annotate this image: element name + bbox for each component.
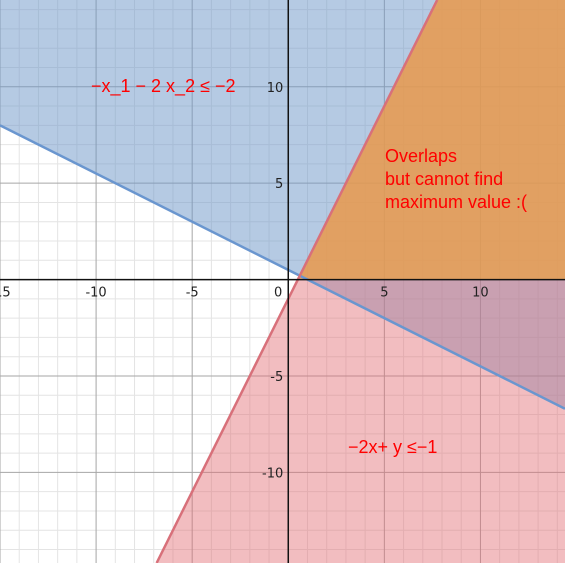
y-tick-label: -5: [270, 370, 283, 385]
x-tick-label: 0: [274, 286, 282, 301]
red-boundary-line: [155, 0, 439, 563]
x-tick-label: -5: [186, 286, 199, 301]
feasible-overlap-region: [299, 0, 565, 280]
y-tick-label: 10: [267, 81, 284, 96]
y-tick-label: 5: [275, 177, 283, 192]
x-tick-label: -15: [0, 286, 11, 301]
annotation-overlaps-line3: maximum value :(: [385, 192, 527, 212]
blue-boundary-line: [0, 124, 565, 410]
y-tick-labels: 10 5 -5 -10: [262, 81, 283, 482]
x-tick-label: 10: [472, 286, 489, 301]
annotation-blue-inequality: −x_1 − 2 x_2 ≤ −2: [91, 76, 235, 97]
x-tick-label: -10: [85, 286, 106, 301]
x-tick-label: 5: [380, 286, 388, 301]
annotation-overlaps-line2: but cannot find: [385, 169, 503, 189]
x-tick-labels: -15 -10 -5 0 5 10: [0, 286, 489, 301]
annotation-red-inequality: −2x+ y ≤−1: [348, 437, 437, 457]
annotation-overlaps-line1: Overlaps: [385, 146, 457, 166]
annotations: −x_1 − 2 x_2 ≤ −2 Overlaps but cannot fi…: [91, 76, 527, 457]
y-tick-label: -10: [262, 466, 283, 481]
